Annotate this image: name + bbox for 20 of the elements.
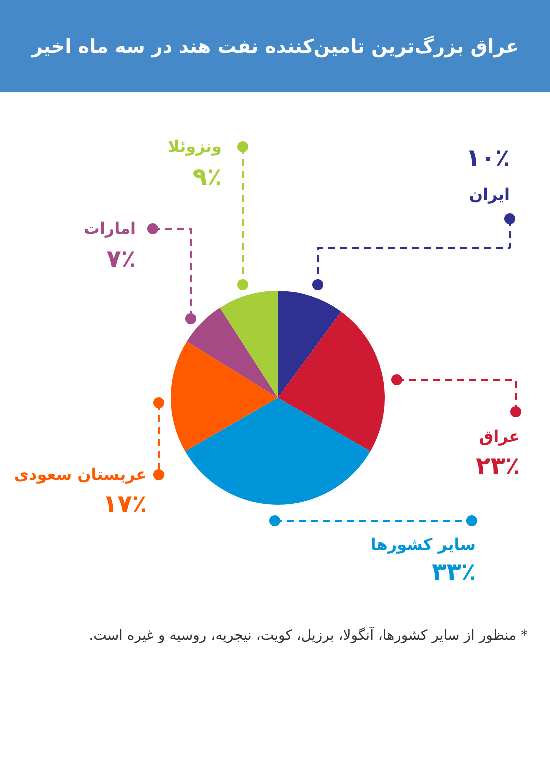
- slice-label: عربستان سعودی: [14, 465, 147, 484]
- text: * منظور از سایر کشورها، آنگولا، برزیل، کویت، نیجریه، روسیه و غیره است.: [89, 626, 528, 644]
- slice-label: ایران: [469, 185, 510, 204]
- pie-slice: [187, 308, 278, 398]
- slice-label: ونزوئلا: [168, 137, 222, 156]
- data-label: ۹٪: [192, 163, 222, 191]
- data-label: ۱۰٪: [466, 144, 510, 172]
- slice-label: سایر کشورها: [370, 535, 476, 554]
- data-label: ۳۳٪: [432, 558, 476, 586]
- pie-slice: [278, 312, 385, 452]
- pie-slice: [171, 342, 278, 452]
- data-label: ۲۳٪: [476, 452, 520, 480]
- data-label: ۷٪: [106, 245, 136, 273]
- slice-label: عراق: [479, 427, 520, 446]
- chart-title: عراق بزرگ‌ترین تامین‌کننده نفت هند در سه ماه اخیر: [30, 35, 519, 58]
- data-label: ۱۷٪: [103, 490, 147, 518]
- pie-slice: [278, 291, 342, 398]
- pie-slice: [220, 291, 278, 398]
- pie-slice: [185, 398, 371, 505]
- slice-label: امارات: [84, 219, 136, 238]
